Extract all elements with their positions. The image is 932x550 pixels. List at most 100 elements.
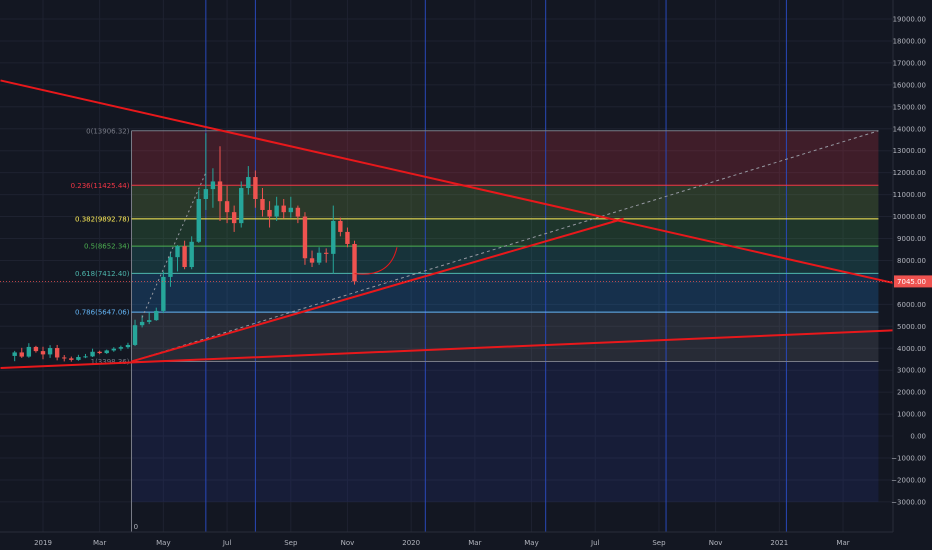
candle [132, 319, 138, 347]
candle [352, 240, 357, 285]
price-tick-label: 6000.00 [897, 301, 926, 309]
candle-body [352, 243, 357, 282]
candle [224, 185, 230, 224]
fib-zone [131, 361, 879, 502]
rally-dashed-line [141, 172, 207, 318]
candle [168, 251, 173, 287]
price-tick-label: 0.00 [910, 433, 926, 441]
candle [19, 347, 24, 358]
candle-body [76, 357, 81, 360]
time-tick-label: Jul [590, 539, 600, 547]
price-tick-label: −1000.00 [891, 455, 926, 463]
candle-body [331, 220, 336, 254]
candle [288, 196, 293, 218]
candle-body [239, 188, 244, 224]
candle-body [246, 177, 251, 189]
candle [154, 307, 159, 321]
candle-body [309, 258, 315, 263]
candle-body [90, 351, 95, 357]
time-tick-label: 2021 [770, 539, 788, 547]
candle-body [33, 346, 39, 352]
fib-zone [131, 246, 879, 274]
candle-body [47, 348, 53, 355]
candle [90, 348, 95, 358]
candle-body [125, 344, 131, 348]
grid-lines [0, 0, 893, 532]
fib-level-label: 0.236(11425.44) [71, 182, 130, 190]
candle [175, 245, 180, 272]
candle-body [83, 356, 88, 358]
candle [62, 355, 67, 362]
price-tick-label: 18000.00 [893, 37, 926, 45]
time-tick-label: Jul [222, 539, 232, 547]
candle [331, 205, 336, 274]
price-axis-background [893, 0, 932, 532]
time-tick-label: 2019 [34, 539, 52, 547]
candle [239, 181, 244, 228]
candle-body [139, 321, 145, 326]
candle [54, 344, 60, 361]
price-tick-label: 17000.00 [893, 59, 926, 67]
candle [40, 346, 46, 360]
candle-body [338, 220, 343, 232]
candle-body [267, 209, 272, 217]
time-tick-label: May [156, 539, 170, 547]
candles [12, 133, 357, 362]
bottom-marker-label: 0 [134, 523, 138, 531]
candle [33, 345, 39, 353]
time-tick-label: Sep [284, 539, 298, 547]
price-tick-label: 11000.00 [893, 191, 926, 199]
projection-dotted-line [131, 130, 879, 362]
candle-body [253, 177, 258, 199]
fib-level-label: 0.382(9892.78) [75, 215, 130, 223]
fib-level-label: 0(13906.32) [86, 127, 130, 135]
candle-body [19, 352, 24, 357]
fib-level-label: 1(3398.36) [91, 358, 130, 366]
candle-body [210, 181, 216, 190]
candle-body [154, 310, 159, 321]
time-tick-label: Mar [836, 539, 849, 547]
fib-level-label: 0.5(8652.34) [84, 243, 130, 251]
candle-body [260, 198, 265, 210]
curve-arc [354, 247, 398, 275]
candle [338, 217, 343, 237]
candle [118, 345, 124, 351]
candle [274, 196, 279, 221]
candle [295, 205, 301, 224]
price-tick-label: 8000.00 [897, 257, 926, 265]
time-tick-label: May [524, 539, 538, 547]
candle [69, 356, 74, 362]
time-axis-background [0, 532, 932, 550]
price-tick-label: −2000.00 [891, 476, 926, 484]
candle-body [40, 351, 46, 355]
fib-level-label: 0.786(5647.06) [75, 309, 130, 317]
candle-body [345, 231, 350, 244]
time-tick-label: 2020 [402, 539, 420, 547]
fib-zone [131, 185, 879, 219]
candle-body [274, 205, 279, 217]
price-tick-label: 5000.00 [897, 323, 926, 331]
candle [125, 342, 131, 349]
price-tick-label: −3000.00 [891, 498, 926, 506]
candle [309, 250, 315, 268]
price-tick-label: 2000.00 [897, 389, 926, 397]
candle [316, 247, 322, 265]
candle-body [182, 246, 187, 268]
candle-body [118, 347, 124, 349]
price-tick-label: 14000.00 [893, 125, 926, 133]
time-tick-label: Sep [652, 539, 666, 547]
price-tick-label: 9000.00 [897, 235, 926, 243]
candle-body [62, 357, 67, 359]
candle [203, 133, 209, 210]
price-tick-label: 3000.00 [897, 367, 926, 375]
price-tick-label: 4000.00 [897, 345, 926, 353]
candle-body [196, 198, 201, 242]
candle-body [231, 212, 237, 224]
candle-body [12, 352, 17, 356]
trendline [0, 79, 932, 293]
candle-body [316, 252, 322, 263]
price-tick-label: 16000.00 [893, 81, 926, 89]
fib-level-label: 0.618(7412.40) [75, 270, 130, 278]
